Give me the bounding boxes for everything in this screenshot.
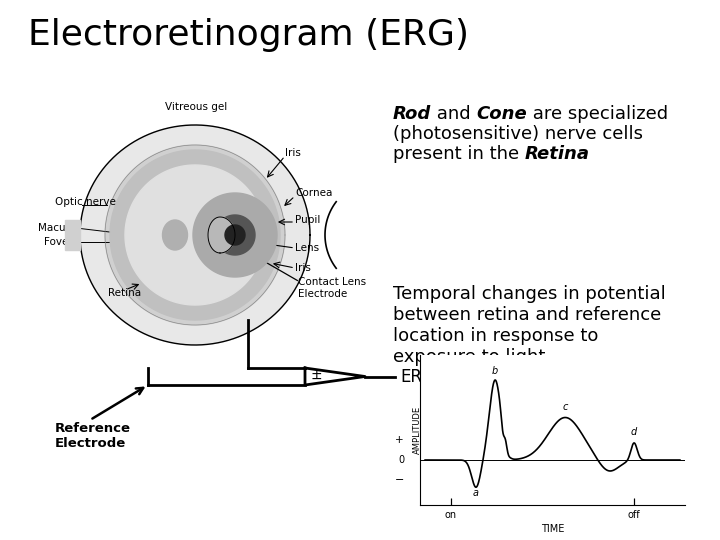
Text: Iris: Iris xyxy=(295,263,311,273)
Text: Pupil: Pupil xyxy=(295,215,320,225)
Polygon shape xyxy=(225,225,245,245)
Text: exposure to light.: exposure to light. xyxy=(393,348,551,366)
Text: +: + xyxy=(395,435,404,445)
Polygon shape xyxy=(110,150,280,320)
Polygon shape xyxy=(65,220,80,250)
Polygon shape xyxy=(208,217,235,253)
Text: present in the: present in the xyxy=(393,145,525,163)
Polygon shape xyxy=(305,368,365,385)
Text: c: c xyxy=(562,402,568,413)
Text: are specialized: are specialized xyxy=(527,105,668,123)
Text: b: b xyxy=(492,366,498,376)
Text: a: a xyxy=(473,488,479,498)
Text: Reference
Electrode: Reference Electrode xyxy=(55,422,131,450)
Text: Vitreous gel: Vitreous gel xyxy=(165,102,228,112)
Text: Cornea: Cornea xyxy=(295,188,333,198)
Polygon shape xyxy=(125,165,265,305)
Y-axis label: AMPLITUDE: AMPLITUDE xyxy=(413,406,422,454)
Text: (photosensitive) nerve cells: (photosensitive) nerve cells xyxy=(393,125,643,143)
Text: Temporal changes in potential: Temporal changes in potential xyxy=(393,285,666,303)
Text: Lens: Lens xyxy=(295,243,319,253)
Polygon shape xyxy=(80,125,310,345)
Text: −: − xyxy=(311,372,323,386)
Text: Rod: Rod xyxy=(393,105,431,123)
Text: 0: 0 xyxy=(399,455,405,465)
Polygon shape xyxy=(193,193,277,277)
Polygon shape xyxy=(215,215,255,255)
Text: Iris: Iris xyxy=(285,148,301,158)
Ellipse shape xyxy=(163,220,187,250)
Text: Retina: Retina xyxy=(108,288,141,298)
Polygon shape xyxy=(105,145,285,325)
Text: between retina and reference: between retina and reference xyxy=(393,306,661,324)
Text: +: + xyxy=(311,367,323,381)
Text: Contact Lens: Contact Lens xyxy=(298,277,366,287)
Text: and: and xyxy=(431,105,477,123)
Text: ERG: ERG xyxy=(400,368,435,386)
Text: Retina: Retina xyxy=(525,145,590,163)
Text: Cone: Cone xyxy=(477,105,527,123)
X-axis label: TIME: TIME xyxy=(541,524,564,534)
Text: Macula: Macula xyxy=(38,223,75,233)
Text: Fovea: Fovea xyxy=(44,237,75,247)
Text: d: d xyxy=(631,427,637,437)
Text: location in response to: location in response to xyxy=(393,327,598,345)
Text: Optic nerve: Optic nerve xyxy=(55,197,116,207)
Text: −: − xyxy=(395,475,405,485)
Text: Electroretinogram (ERG): Electroretinogram (ERG) xyxy=(28,18,469,52)
Text: Electrode: Electrode xyxy=(298,289,347,299)
